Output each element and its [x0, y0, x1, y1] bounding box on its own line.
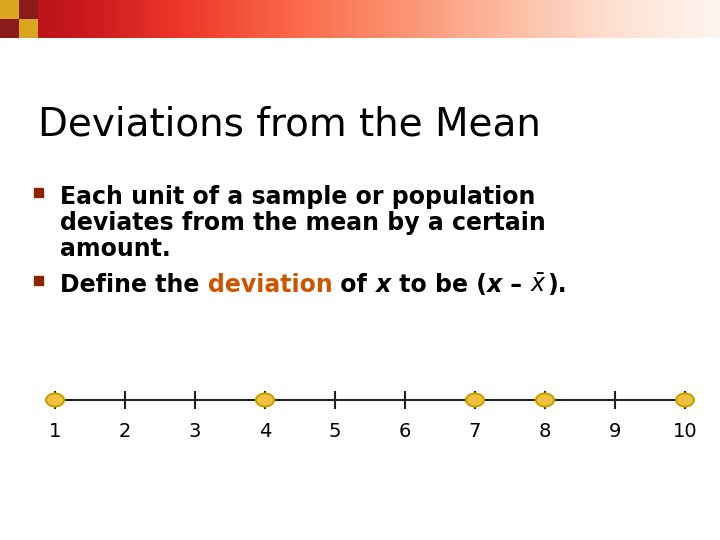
Text: of: of: [333, 273, 376, 297]
Text: deviation: deviation: [207, 273, 333, 297]
Ellipse shape: [536, 394, 554, 407]
Text: deviates from the mean by a certain: deviates from the mean by a certain: [60, 211, 546, 235]
Text: 5: 5: [329, 422, 341, 441]
Text: x: x: [487, 273, 502, 297]
Bar: [34, 187, 42, 197]
Text: –: –: [502, 273, 530, 297]
Text: 3: 3: [189, 422, 201, 441]
Text: Each unit of a sample or population: Each unit of a sample or population: [60, 185, 536, 209]
Bar: [19, 0, 38, 19]
Text: amount.: amount.: [60, 237, 171, 261]
Bar: [0, 19, 19, 38]
Ellipse shape: [676, 394, 694, 407]
Ellipse shape: [256, 394, 274, 407]
Text: ).: ).: [547, 273, 567, 297]
Ellipse shape: [46, 394, 64, 407]
Text: x: x: [376, 273, 391, 297]
Text: to be (: to be (: [391, 273, 487, 297]
Text: Define the: Define the: [60, 273, 207, 297]
Text: 6: 6: [399, 422, 411, 441]
Text: $\bar{x}$: $\bar{x}$: [530, 273, 547, 297]
Ellipse shape: [466, 394, 484, 407]
Text: 9: 9: [609, 422, 621, 441]
Text: 8: 8: [539, 422, 552, 441]
Text: 4: 4: [258, 422, 271, 441]
Text: 7: 7: [469, 422, 481, 441]
Text: 1: 1: [49, 422, 61, 441]
Bar: [19, 19, 38, 38]
Text: 10: 10: [672, 422, 697, 441]
Bar: [34, 275, 42, 285]
Text: Deviations from the Mean: Deviations from the Mean: [38, 105, 541, 143]
Text: 2: 2: [119, 422, 131, 441]
Bar: [0, 0, 19, 19]
